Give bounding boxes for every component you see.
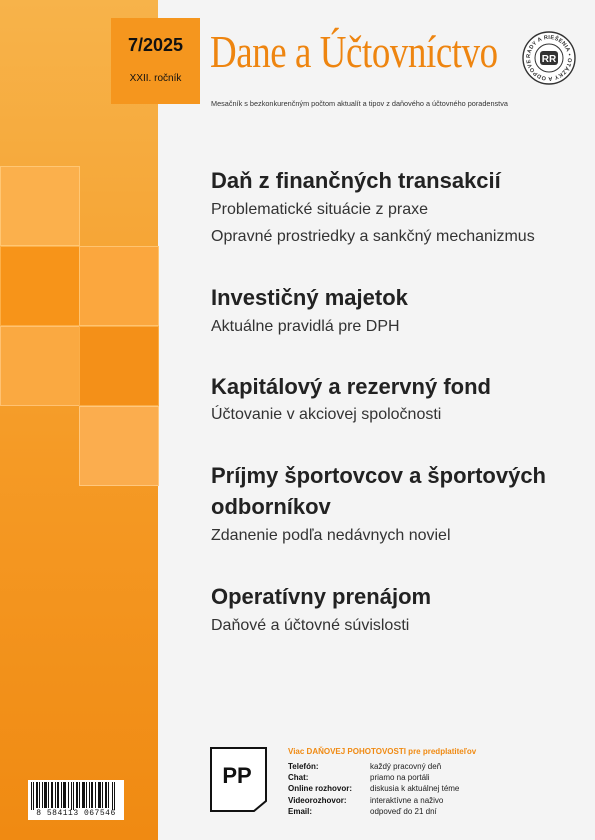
- barcode-number: 8 584113 067546: [36, 809, 116, 818]
- decor-square: [79, 406, 159, 486]
- promo-row: Email: odpoveď do 21 dní: [288, 807, 437, 816]
- article-subtitle: Účtovanie v akciovej spoločnosti: [211, 406, 442, 423]
- article-title: odborníkov: [211, 494, 331, 519]
- decor-square: [0, 166, 80, 246]
- magazine-title: Dane a Účtovníctvo: [210, 27, 498, 77]
- article-title: Investičný majetok: [211, 285, 408, 310]
- decor-square: [79, 246, 159, 326]
- promo-row: Online rozhovor: diskusia k aktuálnej tém…: [288, 784, 460, 793]
- svg-text:PP: PP: [222, 763, 251, 788]
- svg-text:RR: RR: [542, 54, 557, 65]
- issue-box: 7/2025 XXII. ročník: [111, 18, 200, 104]
- article-title: Daň z finančných transakcií: [211, 168, 501, 193]
- decor-square: [0, 326, 80, 406]
- decor-square: [0, 246, 80, 326]
- article-title: Operatívny prenájom: [211, 584, 432, 609]
- issue-volume: XXII. ročník: [129, 73, 182, 84]
- promo-heading: Viac DAŇOVEJ POHOTOVOSTI pre predplatite…: [288, 747, 477, 756]
- article-subtitle: Opravné prostriedky a sankčný mechanizmu…: [211, 228, 535, 245]
- article-title: Príjmy športovcov a športových: [211, 463, 546, 488]
- magazine-subtitle: Mesačník s bezkonkurenčným počtom aktual…: [211, 99, 508, 108]
- decor-square: [79, 326, 159, 406]
- issue-number: 7/2025: [127, 35, 184, 55]
- article-subtitle: Problematické situácie z praxe: [211, 201, 428, 218]
- article-subtitle: Daňové a účtovné súvislosti: [211, 617, 410, 634]
- article-subtitle: Zdanenie podľa nedávnych noviel: [211, 527, 451, 544]
- article-title: Kapitálový a rezervný fond: [211, 374, 491, 399]
- promo-row: Chat: priamo na portáli: [288, 773, 430, 782]
- promo-row: Videorozhovor: interaktívne a naživo: [288, 796, 444, 805]
- promo-row: Telefón: každý pracovný deň: [288, 762, 442, 771]
- pp-logo-icon: PP: [210, 747, 267, 812]
- article-subtitle: Aktuálne pravidlá pre DPH: [211, 318, 400, 335]
- barcode-box: [28, 780, 124, 820]
- barcode-icon: [31, 782, 115, 810]
- seal-icon: RADY A RIEŠENIA • OTÁZKY A ODPOVEDE • RR: [521, 30, 576, 85]
